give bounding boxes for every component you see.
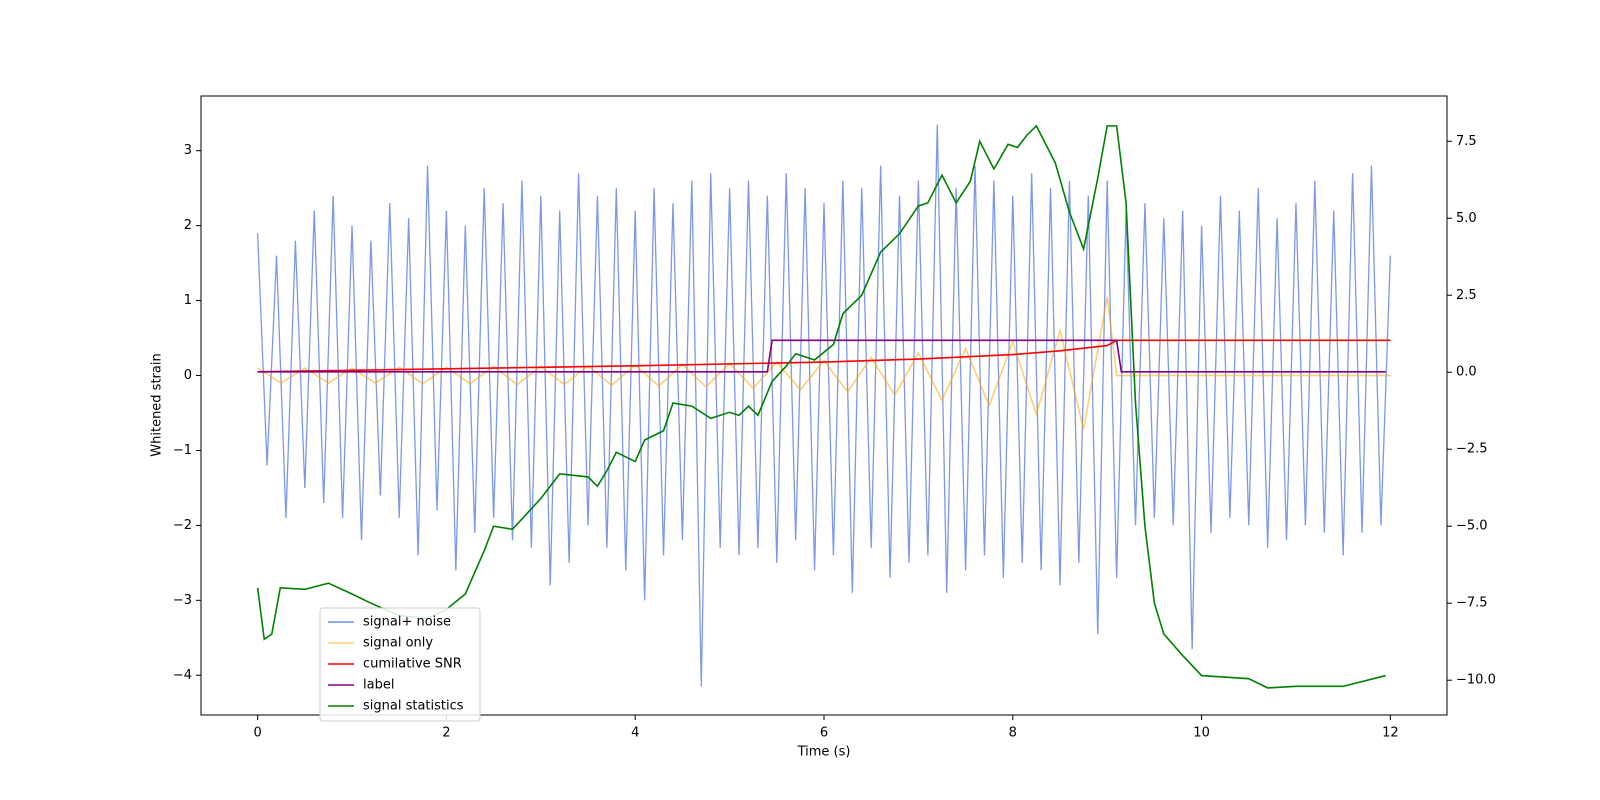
x-tick-label: 4 (631, 726, 639, 741)
y2-tick-label: 2.5 (1456, 288, 1477, 303)
legend-box (319, 607, 481, 722)
y-tick-label: −1 (173, 443, 192, 458)
series-line (257, 296, 1391, 430)
x-tick-label: 8 (1009, 726, 1017, 741)
x-tick-label: 6 (820, 726, 828, 741)
x-tick-label: 0 (253, 726, 261, 741)
y-axis-label: Whitened strain (150, 353, 165, 456)
y-tick-label: −3 (173, 593, 192, 608)
series-line (257, 339, 1386, 373)
legend-label: cumilative SNR (363, 657, 462, 672)
y2-tick-label: 7.5 (1456, 134, 1477, 149)
legend-label: signal statistics (363, 699, 464, 714)
y2-tick-label: 5.0 (1456, 211, 1477, 226)
x-tick-label: 12 (1382, 726, 1399, 741)
y-tick-label: −2 (173, 518, 192, 533)
y2-tick-label: −10.0 (1456, 673, 1496, 688)
series-line (256, 124, 1386, 689)
y2-tick-label: −5.0 (1456, 519, 1488, 534)
y-tick-label: 3 (184, 143, 192, 158)
y2-tick-label: −2.5 (1456, 442, 1488, 457)
legend-label: signal+ noise (363, 615, 451, 630)
x-tick-label: 10 (1193, 726, 1210, 741)
x-axis-label: Time (s) (797, 745, 851, 760)
series-line (256, 124, 1392, 687)
y2-tick-label: 0.0 (1456, 365, 1477, 380)
x-tick-label: 2 (442, 726, 450, 741)
y-tick-label: 0 (184, 368, 192, 383)
y2-tick-label: −7.5 (1456, 596, 1488, 611)
plot-lines (256, 124, 1392, 689)
y-tick-label: −4 (173, 668, 192, 683)
y-tick-label: 1 (184, 293, 192, 308)
legend-label: signal only (363, 636, 433, 651)
legend-label: label (363, 678, 394, 693)
series-line (257, 339, 1391, 373)
y-tick-label: 2 (184, 218, 192, 233)
